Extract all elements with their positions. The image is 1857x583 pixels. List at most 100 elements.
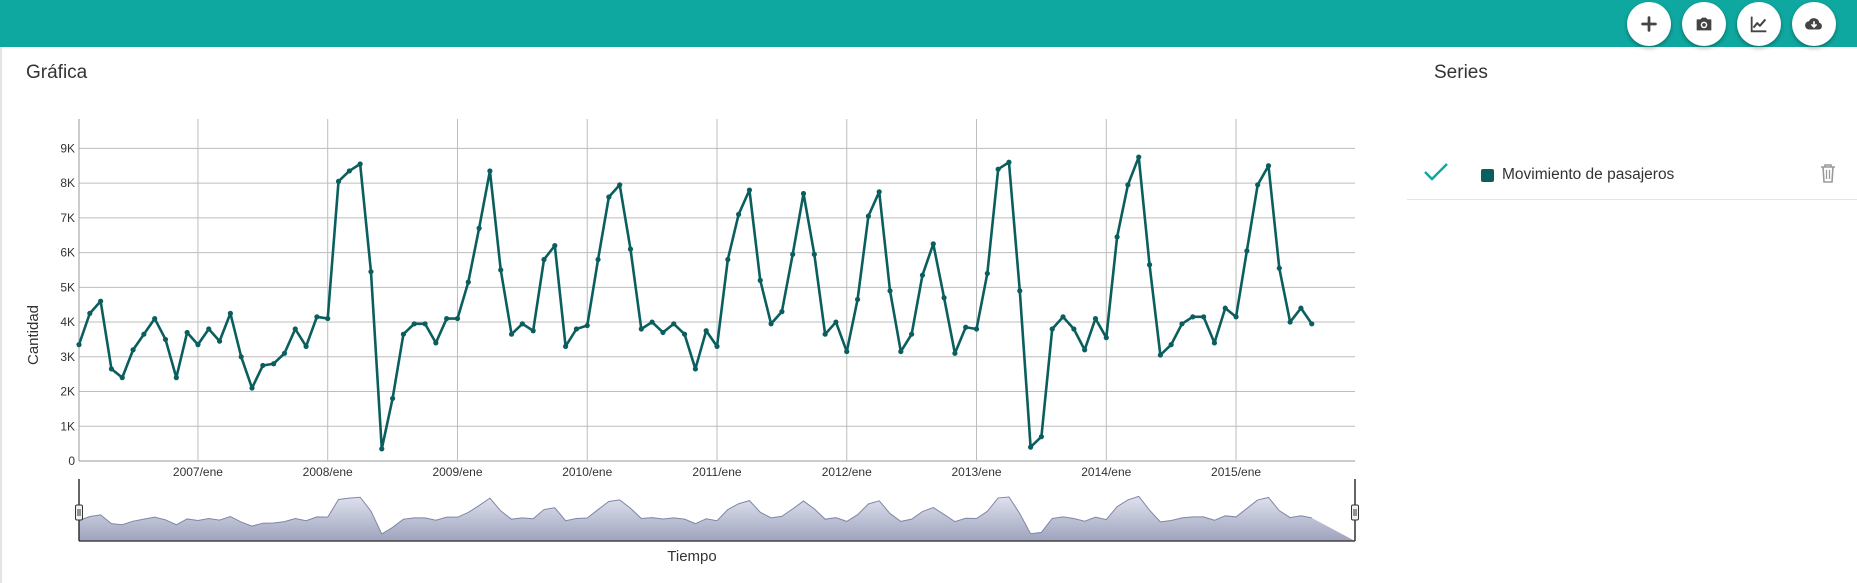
x-tick-label: 2013/ene [951, 465, 1001, 479]
data-point [1006, 159, 1012, 165]
x-tick-label: 2010/ene [562, 465, 612, 479]
panel-border [0, 47, 2, 583]
data-point [865, 213, 871, 219]
data-point [368, 269, 374, 275]
data-point [876, 189, 882, 195]
series-panel-title: Series [1434, 62, 1488, 83]
data-point [433, 340, 439, 346]
data-point [833, 319, 839, 325]
data-point [638, 326, 644, 332]
data-point [1082, 347, 1088, 353]
data-point [281, 350, 288, 356]
data-point [206, 326, 212, 332]
top-toolbar [0, 0, 1857, 47]
data-point [335, 178, 342, 184]
data-point [736, 211, 742, 217]
line-chart: 0 1K 2K 3K 4K 5K 6K 7K 8K 9K 2007/ene 2008/ene 2009… [25, 119, 1359, 565]
chart-panel-title: Gráfica [26, 62, 88, 83]
data-point [1092, 315, 1099, 322]
data-point [173, 375, 179, 381]
data-point [411, 321, 417, 327]
data-point [541, 256, 547, 263]
data-point [952, 350, 958, 356]
x-tick-label: 2009/ene [432, 465, 482, 479]
data-point [444, 315, 450, 322]
y-axis-label: Cantidad [25, 305, 42, 365]
data-point [1114, 234, 1120, 240]
data-point [1276, 265, 1282, 271]
data-point [1287, 319, 1293, 325]
data-point [1027, 444, 1034, 450]
chart-series [76, 154, 1315, 452]
data-point [357, 161, 363, 167]
data-point [984, 270, 990, 277]
chart-type-button[interactable] [1737, 2, 1781, 46]
navigator-right-handle[interactable] [1351, 504, 1359, 521]
data-point [1201, 314, 1207, 320]
y-tick-label: 7K [60, 211, 75, 225]
x-axis-ticks: 2007/ene 2008/ene 2009/ene 2010/ene 2011/ene… [173, 465, 1261, 479]
data-point [1017, 288, 1023, 294]
data-point [563, 343, 569, 349]
screenshot-button[interactable] [1682, 2, 1726, 46]
data-point [1103, 335, 1109, 341]
x-tick-label: 2011/ene [692, 465, 741, 479]
camera-icon [1696, 17, 1712, 31]
data-point [519, 321, 525, 327]
data-point [822, 331, 828, 337]
data-point [1233, 314, 1239, 320]
check-icon[interactable] [1423, 161, 1449, 183]
data-point [130, 347, 136, 353]
data-point [1038, 434, 1045, 440]
data-point [476, 225, 482, 231]
data-point [1222, 305, 1228, 311]
data-point [573, 326, 580, 332]
data-point [87, 310, 93, 316]
data-point [216, 338, 223, 344]
data-point [768, 321, 774, 327]
data-point [995, 166, 1001, 172]
data-point [681, 331, 688, 337]
data-point [1255, 182, 1261, 188]
data-point [1157, 352, 1163, 358]
data-point [1146, 262, 1153, 268]
range-navigator[interactable] [75, 479, 1359, 542]
data-point [422, 321, 428, 327]
data-point [714, 343, 720, 349]
navigator-left-handle[interactable] [75, 504, 83, 521]
data-point [887, 288, 893, 294]
series-list-item[interactable]: Movimiento de pasajeros [1407, 147, 1857, 200]
data-point [692, 366, 698, 372]
data-point [844, 348, 850, 355]
data-point [1049, 326, 1055, 332]
data-point [1071, 326, 1077, 332]
download-button[interactable] [1792, 2, 1836, 46]
add-button[interactable] [1627, 2, 1671, 46]
plus-icon [1641, 16, 1657, 32]
data-point [930, 241, 936, 247]
y-tick-label: 9K [60, 141, 75, 155]
data-point [465, 279, 471, 285]
data-point [963, 324, 969, 330]
x-tick-label: 2014/ene [1081, 465, 1131, 479]
data-point [1179, 321, 1185, 327]
data-point [108, 366, 115, 372]
data-point [141, 331, 147, 337]
data-point [595, 256, 601, 263]
data-point [811, 251, 817, 257]
data-point [1211, 340, 1218, 346]
data-point [325, 315, 331, 322]
data-point [162, 336, 169, 343]
y-tick-label: 4K [60, 315, 75, 329]
navigator-line [78, 495, 1312, 535]
data-point [454, 315, 461, 322]
trash-icon[interactable] [1819, 163, 1837, 183]
y-tick-label: 1K [60, 419, 75, 433]
data-point [271, 361, 277, 367]
navigator-area [79, 496, 1355, 541]
data-point [389, 395, 396, 402]
data-point [260, 362, 266, 369]
data-point [854, 296, 861, 303]
data-point [1168, 342, 1174, 348]
data-point [1136, 154, 1142, 160]
